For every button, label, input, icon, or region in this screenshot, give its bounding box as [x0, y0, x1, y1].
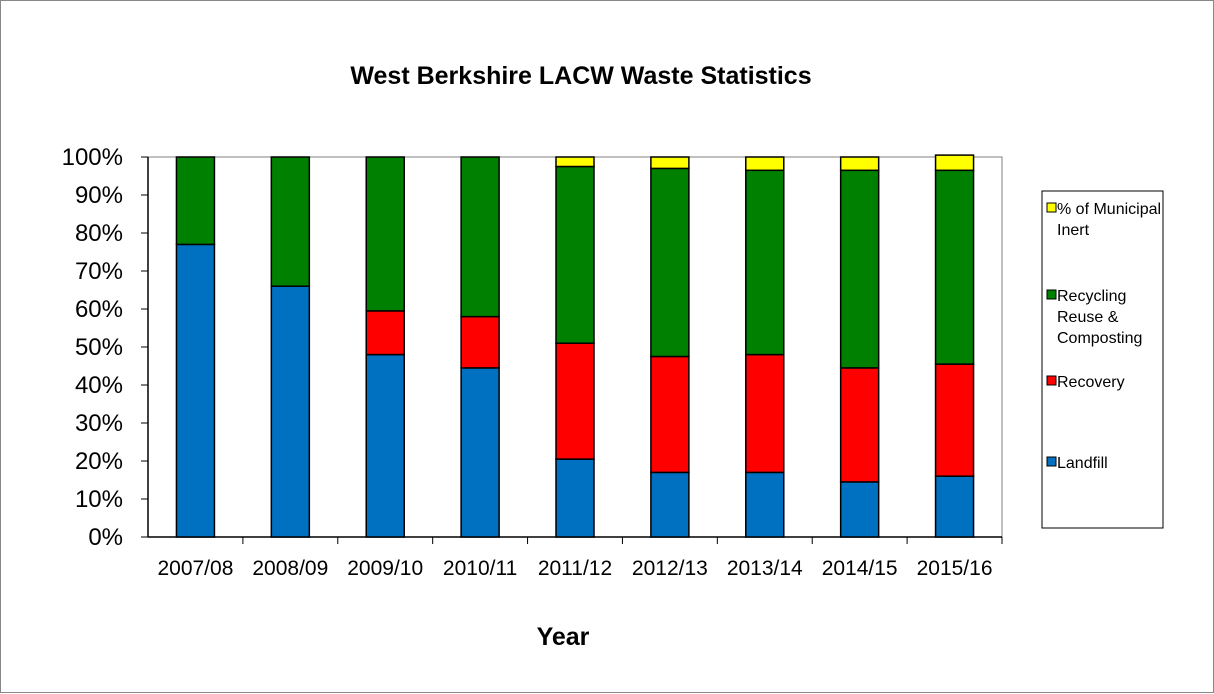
y-tick-label: 30% — [75, 410, 123, 437]
x-axis-title: Year — [537, 623, 590, 651]
legend-swatch — [1046, 456, 1057, 467]
bar-segment--of-municipal-inert — [934, 154, 975, 172]
legend-box — [1041, 190, 1164, 529]
y-tick-label: 60% — [75, 296, 123, 323]
bar-segment-recovery — [555, 342, 595, 460]
bar-segment-recycling-reuse-composting — [555, 165, 595, 344]
x-tick-label: 2009/10 — [347, 557, 423, 580]
y-tick-label: 0% — [88, 524, 123, 551]
bar-segment-landfill — [839, 481, 880, 538]
bar-segment-recycling-reuse-composting — [365, 156, 405, 312]
x-tick-label: 2007/08 — [157, 557, 233, 580]
legend-label: Composting — [1057, 330, 1142, 347]
bar-segment--of-municipal-inert — [650, 156, 690, 170]
bar-segment-recovery — [650, 355, 690, 474]
legend-swatch — [1046, 375, 1057, 386]
x-tick-label: 2013/14 — [727, 557, 803, 580]
bar-segment-landfill — [650, 471, 690, 538]
x-tick-label: 2015/16 — [917, 557, 993, 580]
legend-label: Reuse & — [1057, 309, 1119, 326]
bar-segment-landfill — [555, 458, 595, 538]
chart-title: West Berkshire LACW Waste Statistics — [350, 62, 811, 90]
legend-label: Recovery — [1057, 374, 1125, 391]
y-tick-label: 10% — [75, 486, 123, 513]
bar-segment-recycling-reuse-composting — [175, 156, 216, 246]
bar-segment--of-municipal-inert — [745, 156, 785, 172]
bar-segment-recycling-reuse-composting — [650, 167, 690, 358]
bar-segment-landfill — [365, 353, 405, 538]
x-tick-label: 2011/12 — [538, 557, 612, 580]
x-tick-label: 2014/15 — [822, 557, 898, 580]
x-tick-label: 2012/13 — [632, 557, 708, 580]
bar-segment-recovery — [460, 315, 500, 369]
y-tick-label: 80% — [75, 220, 123, 247]
legend-swatch — [1046, 202, 1057, 213]
x-tick-label: 2010/11 — [443, 557, 517, 580]
bar-segment-recycling-reuse-composting — [934, 169, 975, 365]
bar-segment--of-municipal-inert — [839, 156, 880, 172]
y-tick-label: 50% — [75, 334, 123, 361]
bar-segment-recovery — [745, 353, 785, 474]
y-tick-label: 70% — [75, 258, 123, 285]
legend-label: % of Municipal — [1057, 201, 1161, 218]
bar-segment-landfill — [745, 471, 785, 538]
legend-label: Recycling — [1057, 288, 1126, 305]
bar-segment-recycling-reuse-composting — [270, 156, 311, 287]
y-tick-label: 90% — [75, 182, 123, 209]
legend-label: Inert — [1057, 222, 1090, 239]
x-tick-label: 2008/09 — [252, 557, 328, 580]
y-tick-label: 20% — [75, 448, 123, 475]
bar-segment-recycling-reuse-composting — [839, 169, 880, 369]
bar-segment-landfill — [934, 475, 975, 538]
bar-segment-landfill — [460, 367, 500, 538]
y-tick-label: 40% — [75, 372, 123, 399]
bar-segment-recovery — [934, 363, 975, 477]
legend-swatch — [1046, 289, 1057, 300]
bar-segment-landfill — [270, 285, 311, 538]
bar-segment-recycling-reuse-composting — [460, 156, 500, 318]
bar-segment-recycling-reuse-composting — [745, 169, 785, 356]
y-tick-label: 100% — [62, 144, 123, 171]
legend-label: Landfill — [1057, 455, 1108, 472]
bar-segment-recovery — [365, 310, 405, 356]
bar-segment-recovery — [839, 367, 880, 483]
bar-segment-landfill — [175, 243, 216, 538]
bar-segment--of-municipal-inert — [555, 156, 595, 168]
